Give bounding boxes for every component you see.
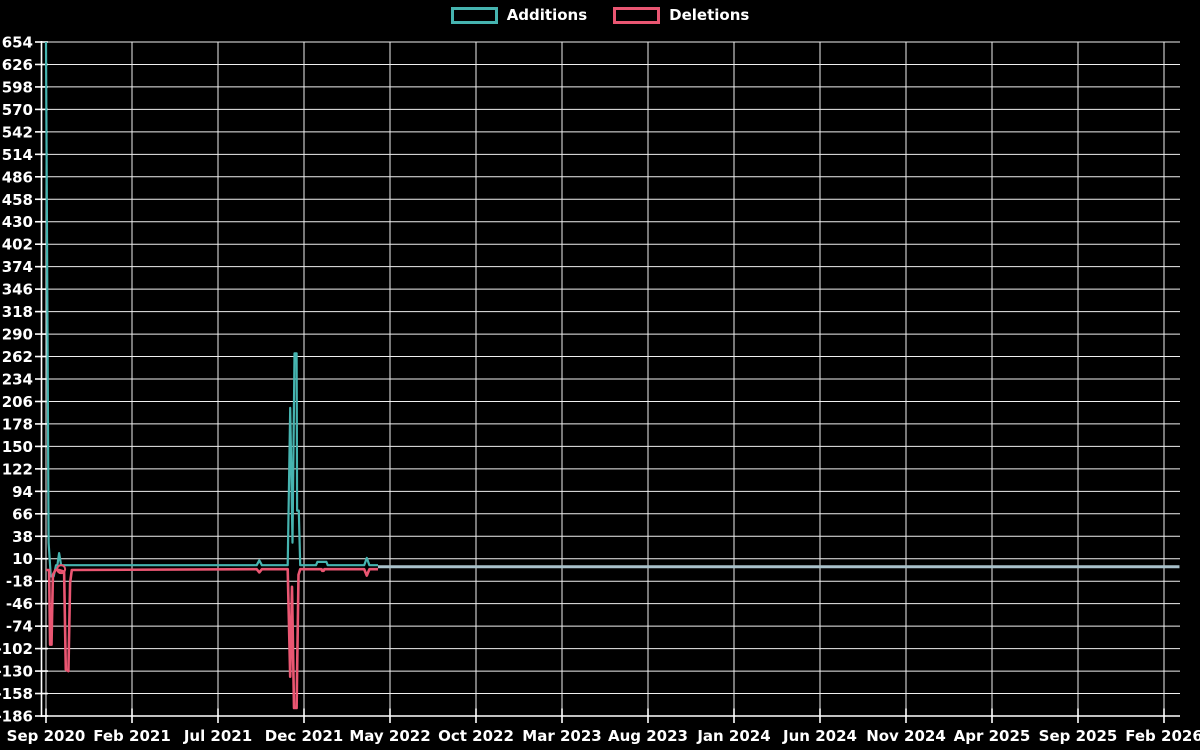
y-tick-label: 598 bbox=[2, 78, 33, 96]
y-tick-label: -74 bbox=[6, 618, 33, 636]
legend-item-deletions[interactable]: Deletions bbox=[613, 7, 749, 24]
y-tick-label: 430 bbox=[2, 213, 33, 231]
y-tick-label: -102 bbox=[0, 640, 33, 658]
y-tick-label: 178 bbox=[2, 415, 33, 433]
y-tick-label: -186 bbox=[0, 708, 33, 726]
y-tick-label: 458 bbox=[2, 191, 33, 209]
y-tick-label: 514 bbox=[2, 146, 33, 164]
deletions-swatch-icon bbox=[613, 7, 661, 24]
y-tick-label: 318 bbox=[2, 303, 33, 321]
x-tick-label: Apr 2025 bbox=[954, 727, 1031, 745]
y-tick-label: 234 bbox=[2, 371, 33, 389]
x-tick-label: Aug 2023 bbox=[608, 727, 688, 745]
y-tick-label: 94 bbox=[12, 483, 33, 501]
y-tick-label: 570 bbox=[2, 101, 33, 119]
x-tick-label: Jan 2024 bbox=[696, 727, 770, 745]
x-tick-label: Nov 2024 bbox=[866, 727, 946, 745]
x-tick-label: Sep 2025 bbox=[1039, 727, 1118, 745]
additions-legend-label: Additions bbox=[506, 6, 588, 24]
x-tick-label: May 2022 bbox=[349, 727, 430, 745]
y-tick-label: -46 bbox=[6, 595, 33, 613]
y-tick-label: 290 bbox=[2, 326, 33, 344]
additions-line bbox=[44, 41, 378, 578]
y-tick-label: 346 bbox=[2, 281, 33, 299]
y-tick-label: 262 bbox=[2, 348, 33, 366]
x-tick-label: Feb 2021 bbox=[93, 727, 171, 745]
y-tick-label: 38 bbox=[12, 528, 33, 546]
x-tick-label: Oct 2022 bbox=[438, 727, 514, 745]
legend-item-additions[interactable]: Additions bbox=[450, 6, 588, 24]
y-tick-label: 10 bbox=[12, 550, 33, 568]
y-tick-label: 654 bbox=[2, 34, 33, 52]
chart-legend: Additions Deletions bbox=[0, 7, 1200, 24]
additions-swatch-icon bbox=[450, 7, 498, 24]
y-tick-label: -158 bbox=[0, 685, 33, 703]
y-tick-label: 206 bbox=[2, 393, 33, 411]
y-tick-label: -18 bbox=[6, 573, 33, 591]
y-tick-label: 402 bbox=[2, 236, 33, 254]
deletions-line bbox=[46, 567, 378, 710]
y-tick-label: 122 bbox=[2, 460, 33, 478]
y-tick-label: 626 bbox=[2, 56, 33, 74]
deletions-dot-marker bbox=[321, 568, 325, 572]
deletions-legend-label: Deletions bbox=[669, 6, 750, 24]
y-tick-label: 374 bbox=[2, 258, 33, 276]
x-tick-label: Jul 2021 bbox=[183, 727, 252, 745]
y-tick-label: 150 bbox=[2, 438, 33, 456]
y-tick-label: 542 bbox=[2, 123, 33, 141]
x-tick-label: Jun 2024 bbox=[782, 727, 857, 745]
x-tick-label: Sep 2020 bbox=[7, 727, 86, 745]
x-tick-label: Feb 2026 bbox=[1125, 727, 1200, 745]
x-tick-label: Dec 2021 bbox=[265, 727, 344, 745]
x-tick-label: Mar 2023 bbox=[522, 727, 601, 745]
y-tick-label: 66 bbox=[12, 505, 33, 523]
y-tick-label: -130 bbox=[0, 663, 33, 681]
deletions-circle-marker bbox=[56, 564, 67, 575]
y-tick-label: 486 bbox=[2, 168, 33, 186]
